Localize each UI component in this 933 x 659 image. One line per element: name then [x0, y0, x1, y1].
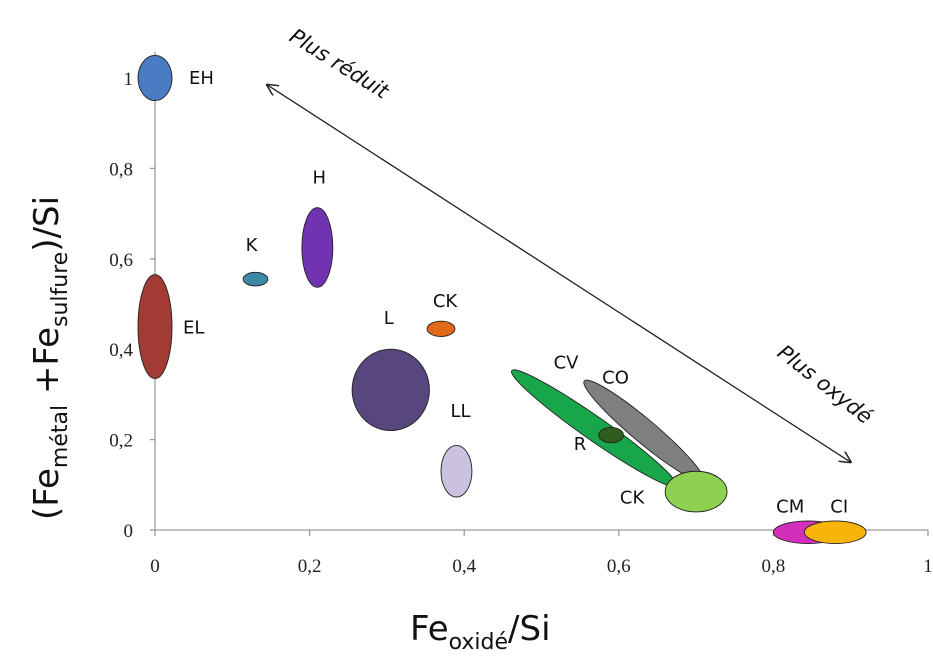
y-title-mid: +Fe [27, 327, 67, 405]
y-tick-label: 0,2 [109, 431, 133, 452]
ellipse-ck [665, 471, 727, 512]
y-title-sub1: métal [48, 405, 73, 468]
y-tick-label: 0 [124, 521, 134, 542]
label-ci: CI [830, 496, 848, 517]
y-title-sub2: sulfure [48, 252, 73, 327]
x-tick-label: 0,6 [607, 556, 631, 577]
ellipse-el [138, 275, 172, 379]
label-k: K [246, 235, 259, 256]
y-title-close: )/Si [27, 196, 67, 252]
y-tick-label: 1 [124, 69, 134, 90]
ellipse-eh [138, 55, 172, 100]
x-title-sub: oxidé [449, 630, 508, 655]
label-eh: EH [189, 68, 214, 89]
y-title-open: (Fe [27, 468, 67, 520]
ellipse-l [352, 349, 429, 430]
x-tick-label: 0,4 [452, 556, 476, 577]
y-axis-title: (Femétal +Fesulfure)/Si [27, 196, 73, 520]
label-ck: CK [620, 488, 646, 509]
label-r: R [574, 434, 587, 455]
label-ck: CK [433, 291, 459, 312]
label-ll: LL [450, 401, 470, 422]
label-l: L [384, 308, 394, 329]
ellipse-ll [441, 445, 472, 497]
x-tick-label: 0,8 [762, 556, 786, 577]
y-tick-label: 0,6 [109, 250, 133, 271]
x-axis-title: Feoxidé/Si [410, 609, 551, 655]
x-title-tail: /Si [508, 609, 550, 649]
label-h: H [313, 168, 327, 189]
label-cm: CM [776, 496, 804, 517]
annotation-plus-oxyde: Plus oxydé [773, 340, 877, 429]
ellipse-r [599, 427, 624, 442]
x-tick-label: 1 [923, 556, 933, 577]
ellipse-groups [138, 55, 866, 543]
ellipse-ck [427, 321, 455, 336]
y-tick-label: 0,8 [109, 159, 133, 180]
y-tick-label: 0,4 [109, 340, 133, 361]
ellipse-h [302, 208, 333, 288]
ellipse-ci [804, 521, 866, 544]
x-tick-label: 0,2 [298, 556, 322, 577]
label-co: CO [602, 368, 629, 389]
label-el: EL [183, 318, 204, 339]
x-title-main: Fe [410, 609, 449, 649]
label-cv: CV [554, 352, 580, 373]
x-tick-label: 0 [150, 556, 160, 577]
annotation-plus-reduit: Plus réduit [285, 24, 393, 104]
ellipse-k [243, 272, 268, 286]
